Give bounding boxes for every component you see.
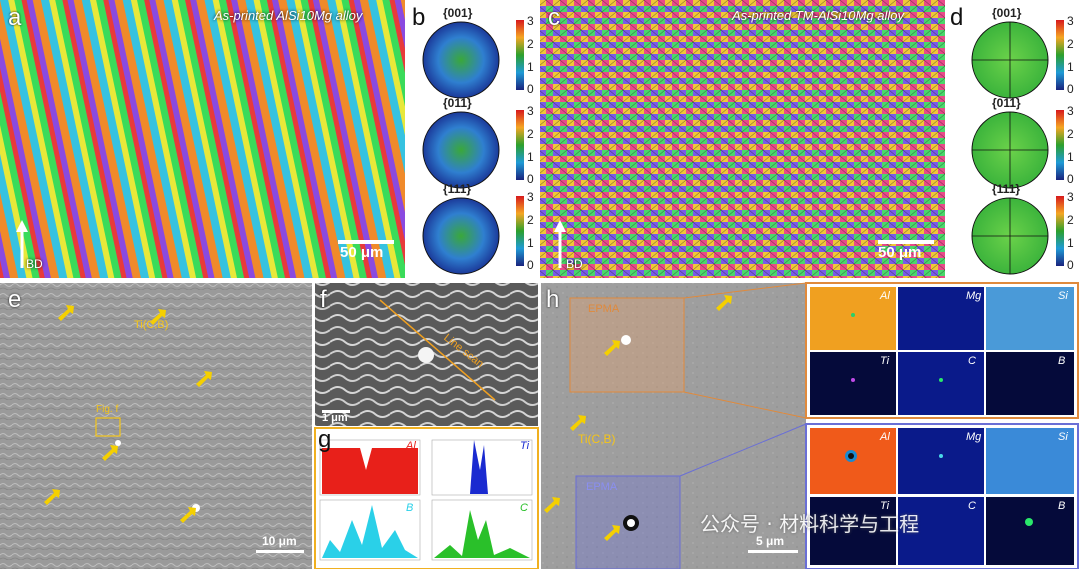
pf-b-001-label: {001}: [443, 6, 473, 20]
c-line-scan: [434, 510, 530, 558]
cb-b2-2: 2: [527, 127, 534, 141]
panel-letter-e: e: [8, 286, 22, 313]
map-top-mg: Mg: [966, 290, 982, 302]
panel-e-scale-label: 10 μm: [262, 534, 297, 548]
watermark-text: 公众号 · 材料科学与工程: [700, 512, 920, 536]
panel-h-epma-bottom: EPMA: [586, 481, 618, 493]
map-bottom-mg: Mg: [966, 431, 982, 443]
map-top-ti: Ti: [880, 355, 890, 367]
sem-image-e: [0, 283, 312, 569]
panel-h-epma-top: EPMA: [588, 303, 620, 315]
panel-letter-g: g: [318, 426, 332, 453]
colorbar-b-2: [516, 110, 524, 180]
colorbar-d-3: [1056, 196, 1064, 266]
g-al-label: Al: [406, 440, 416, 452]
cb-d2-3: 3: [1067, 104, 1074, 118]
map-bottom-ti: Ti: [880, 500, 890, 512]
g-c-label: C: [520, 502, 528, 514]
map-bottom-al: Al: [880, 431, 890, 443]
cb-d2-2: 2: [1067, 127, 1074, 141]
panel-a-bd-label: BD: [26, 257, 43, 271]
cb-d2-0: 0: [1067, 172, 1074, 186]
cb-d2-1: 1: [1067, 150, 1074, 164]
cb-d3-3: 3: [1067, 190, 1074, 204]
g-ti-label: Ti: [520, 440, 530, 452]
pf-d-001-label: {001}: [992, 6, 1022, 20]
g-b-label: B: [406, 502, 414, 514]
pole-figure-b-011: [422, 111, 500, 189]
cb-d3-0: 0: [1067, 258, 1074, 272]
cb-b2-1: 1: [527, 150, 534, 164]
cb-b3-3: 3: [527, 190, 534, 204]
cb-b3-0: 0: [527, 258, 534, 272]
panel-h-scale-label: 5 μm: [756, 534, 785, 548]
panel-h-tic-label: Ti(C,B): [578, 432, 616, 446]
al-line-scan: [322, 448, 418, 494]
cb-b3-2: 2: [527, 213, 534, 227]
panel-letter-d: d: [950, 4, 964, 31]
panel-letter-b: b: [412, 4, 426, 31]
map-top-al: Al: [880, 290, 890, 302]
cb-b1-2: 2: [527, 37, 534, 51]
colorbar-d-2: [1056, 110, 1064, 180]
cb-b2-3: 3: [527, 104, 534, 118]
cb-d3-1: 1: [1067, 236, 1074, 250]
panel-c-title: As-printed TM-AlSi10Mg alloy: [732, 8, 904, 23]
colorbar-d-1: [1056, 20, 1064, 90]
panel-c-bd-label: BD: [566, 257, 583, 271]
cb-b1-1: 1: [527, 60, 534, 74]
cb-b3-1: 1: [527, 236, 534, 250]
map-bottom-si: Si: [1058, 431, 1068, 443]
panel-e-fig-label: Fig. f: [96, 404, 119, 415]
panel-e-tic-label: Ti(C,B): [134, 319, 169, 331]
epma-region-top: [569, 297, 685, 393]
colorbar-b-3: [516, 196, 524, 266]
cb-d1-2: 2: [1067, 37, 1074, 51]
cb-d1-0: 0: [1067, 82, 1074, 96]
cb-b1-3: 3: [527, 14, 534, 28]
pole-figure-b-001: [422, 21, 500, 99]
cb-d1-3: 3: [1067, 14, 1074, 28]
panel-letter-c: c: [548, 4, 560, 31]
cb-d1-1: 1: [1067, 60, 1074, 74]
panel-letter-f: f: [320, 286, 327, 313]
pf-d-011-label: {011}: [992, 96, 1021, 110]
panel-letter-h: h: [546, 286, 560, 313]
map-bottom-b: B: [1058, 500, 1066, 512]
map-top-b: B: [1058, 355, 1066, 367]
panel-a-title: As-printed AlSi10Mg alloy: [214, 8, 363, 23]
pole-figure-b-111: [422, 197, 500, 275]
panel-c-scale-label: 50 μm: [878, 244, 922, 261]
cb-b1-0: 0: [527, 82, 534, 96]
map-top-si: Si: [1058, 290, 1068, 302]
panel-a-scale-label: 50 μm: [340, 244, 384, 261]
map-top-c: C: [968, 355, 976, 367]
yellow-arrows: [44, 295, 732, 541]
sem-image-h: [541, 283, 806, 569]
pf-d-111-label: {111}: [992, 182, 1021, 196]
colorbar-b-1: [516, 20, 524, 90]
cb-d3-2: 2: [1067, 213, 1074, 227]
pf-b-111-label: {111}: [443, 182, 472, 196]
map-bottom-c: C: [968, 500, 976, 512]
panel-f-scale-label: 1 μm: [322, 412, 348, 424]
ebsd-map-a: [0, 0, 405, 278]
b-line-scan: [322, 505, 418, 558]
panel-letter-a: a: [8, 4, 22, 31]
ti-line-scan: [434, 440, 530, 494]
pf-b-011-label: {011}: [443, 96, 472, 110]
cb-b2-0: 0: [527, 172, 534, 186]
ebsd-map-c: [540, 0, 945, 278]
